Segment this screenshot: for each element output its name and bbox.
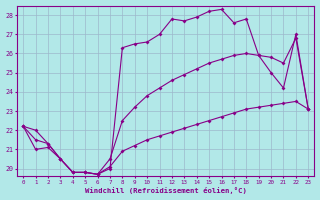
X-axis label: Windchill (Refroidissement éolien,°C): Windchill (Refroidissement éolien,°C) <box>85 187 247 194</box>
